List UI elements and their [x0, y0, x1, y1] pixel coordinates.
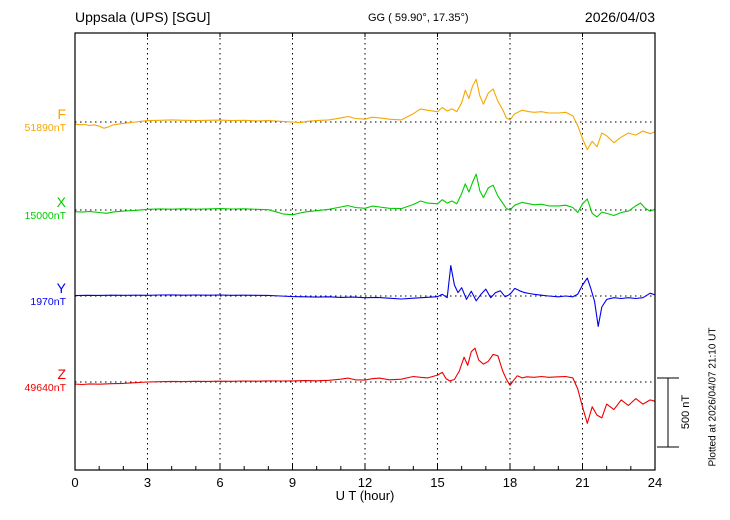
baseline-value-Z: 49640nT — [24, 382, 66, 395]
series-label-Y: Y 1970nT — [6, 280, 66, 308]
series-label-F: F 51890nT — [6, 106, 66, 134]
x-axis-label: U T (hour) — [335, 488, 395, 503]
station-title: Uppsala (UPS) [SGU] — [75, 9, 211, 25]
x-tick-label: 0 — [71, 475, 78, 490]
trace-X — [74, 173, 656, 218]
trace-F — [74, 78, 656, 151]
component-letter-X: X — [56, 194, 66, 210]
x-tick-label: 18 — [503, 475, 517, 490]
trace-Z — [74, 347, 656, 424]
x-tick-label: 6 — [216, 475, 223, 490]
component-letter-Z: Z — [57, 366, 66, 382]
baseline-value-X: 15000nT — [24, 210, 66, 223]
plotted-at-note: Plotted at 2026/04/07 21:10 UT — [707, 327, 719, 467]
x-tick-label: 12 — [358, 475, 372, 490]
x-tick-label: 21 — [575, 475, 589, 490]
plot-date: 2026/04/03 — [584, 9, 655, 25]
x-tick-label: 24 — [648, 475, 662, 490]
component-letter-F: F — [57, 106, 66, 122]
plot-frame — [74, 32, 656, 471]
baseline-value-Y: 1970nT — [30, 296, 66, 309]
baseline-value-F: 51890nT — [24, 122, 66, 135]
series-label-X: X 15000nT — [6, 194, 66, 222]
x-tick-label: 3 — [144, 475, 151, 490]
x-tick-label: 15 — [430, 475, 444, 490]
component-letter-Y: Y — [56, 280, 66, 296]
trace-Y — [74, 265, 656, 327]
geo-coords: GG ( 59.90°, 17.35°) — [368, 12, 469, 24]
x-tick-label: 9 — [289, 475, 296, 490]
series-label-Z: Z 49640nT — [6, 366, 66, 394]
scale-bar-label: 500 nT — [680, 394, 692, 430]
